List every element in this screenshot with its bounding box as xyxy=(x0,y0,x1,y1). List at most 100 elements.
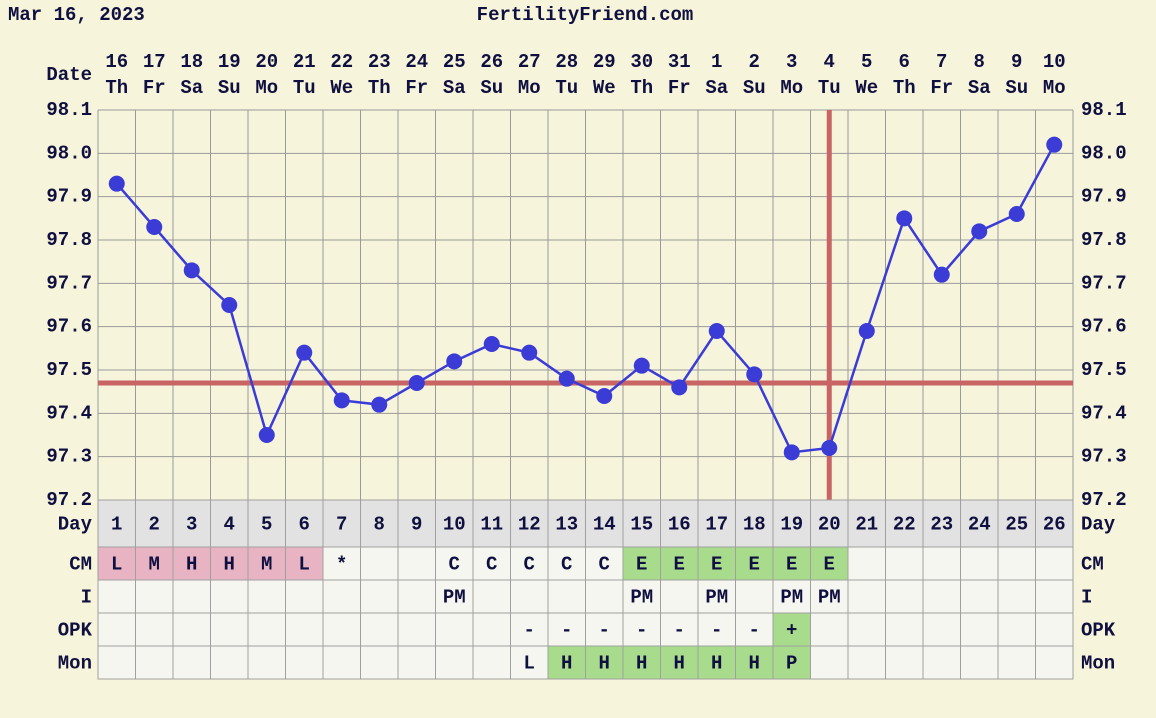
y-tick-label: 97.7 xyxy=(46,272,92,294)
table-cell xyxy=(285,612,324,647)
table-cell xyxy=(922,645,961,680)
table-cell xyxy=(585,579,624,614)
y-tick-label-right: 97.2 xyxy=(1081,489,1127,511)
table-cell xyxy=(472,579,511,614)
cell-text: 11 xyxy=(480,514,503,536)
table-cell xyxy=(97,499,136,548)
weekday-label: Fr xyxy=(668,77,691,99)
table-cell xyxy=(285,579,324,614)
date-label: 7 xyxy=(936,51,947,73)
temperature-point xyxy=(783,444,800,461)
weekday-label: Mo xyxy=(780,77,803,99)
table-cell xyxy=(97,612,136,647)
table-cell xyxy=(322,645,361,680)
table-cell xyxy=(472,499,511,548)
date-label: 16 xyxy=(105,51,128,73)
cell-text: 1 xyxy=(111,514,122,536)
table-cell xyxy=(960,546,999,581)
table-cell xyxy=(922,546,961,581)
table-cell xyxy=(172,645,211,680)
y-tick-label: 97.5 xyxy=(46,359,92,381)
table-cell xyxy=(472,645,511,680)
temperature-point xyxy=(821,440,838,456)
cell-text: C xyxy=(599,554,610,576)
weekday-label: Su xyxy=(480,77,503,99)
date-label: 27 xyxy=(518,51,541,73)
date-label: 24 xyxy=(405,51,428,73)
table-cell xyxy=(585,612,624,647)
table-cell xyxy=(397,579,436,614)
cell-text: L xyxy=(524,653,535,675)
cell-text: 17 xyxy=(705,514,728,536)
y-tick-label: 98.0 xyxy=(46,142,92,164)
cell-text: E xyxy=(711,554,722,576)
table-cell xyxy=(697,645,736,680)
cell-text: H xyxy=(224,554,235,576)
date-label: 2 xyxy=(749,51,760,73)
table-cell xyxy=(172,579,211,614)
temperature-point xyxy=(708,323,725,339)
table-cell xyxy=(1035,499,1074,548)
temperature-point xyxy=(521,344,538,361)
temperature-point xyxy=(596,388,613,404)
table-cell xyxy=(847,612,886,647)
table-cell xyxy=(585,645,624,680)
table-cell xyxy=(847,579,886,614)
table-cell xyxy=(472,612,511,647)
table-cell xyxy=(247,579,286,614)
weekday-label: We xyxy=(330,77,353,99)
cell-text: 16 xyxy=(668,514,691,536)
cell-text: - xyxy=(749,620,760,642)
cell-text: 19 xyxy=(780,514,803,536)
table-cell xyxy=(622,499,661,548)
y-tick-label: 97.2 xyxy=(46,489,92,511)
table-cell xyxy=(435,499,474,548)
cell-text: H xyxy=(186,554,197,576)
temperature-point xyxy=(371,396,388,413)
y-tick-label-right: 97.3 xyxy=(1081,446,1127,468)
date-label: 3 xyxy=(786,51,797,73)
table-cell xyxy=(1035,612,1074,647)
date-label: 26 xyxy=(480,51,503,73)
temperature-point xyxy=(1008,206,1025,222)
table-cell xyxy=(210,612,249,647)
temperature-point xyxy=(746,366,763,383)
chart-date: Mar 16, 2023 xyxy=(8,4,145,26)
table-cell xyxy=(135,612,174,647)
temperature-point xyxy=(108,175,125,192)
weekday-label: Sa xyxy=(968,77,991,99)
table-cell xyxy=(997,499,1036,548)
weekday-label: Th xyxy=(630,77,653,99)
y-tick-label: 97.6 xyxy=(46,316,92,338)
table-cell xyxy=(435,645,474,680)
cell-text: E xyxy=(636,554,647,576)
temperature-point xyxy=(221,297,238,313)
cell-text: PM xyxy=(705,587,728,609)
row-label-right: CM xyxy=(1081,554,1104,576)
cell-text: L xyxy=(111,554,122,576)
weekday-label: Mo xyxy=(518,77,541,99)
table-cell xyxy=(285,546,324,581)
table-cell xyxy=(922,612,961,647)
weekday-label: Sa xyxy=(443,77,466,99)
table-cell xyxy=(997,546,1036,581)
table-cell xyxy=(810,499,849,548)
temperature-line xyxy=(115,144,1056,454)
temperature-point xyxy=(483,336,500,352)
row-label: OPK xyxy=(58,620,93,642)
temperature-point xyxy=(933,266,950,283)
table-cell xyxy=(247,612,286,647)
cell-text: 21 xyxy=(855,514,878,536)
weekday-label: Fr xyxy=(405,77,428,99)
weekday-label: Su xyxy=(1005,77,1028,99)
table-cell xyxy=(1035,579,1074,614)
weekday-label: Th xyxy=(368,77,391,99)
date-label: 5 xyxy=(861,51,872,73)
temperature-point xyxy=(146,219,163,235)
table-cell xyxy=(1035,645,1074,680)
cell-text: 6 xyxy=(299,514,310,536)
cell-text: E xyxy=(824,554,835,576)
table-cell xyxy=(172,612,211,647)
cell-text: 9 xyxy=(411,514,422,536)
temperature-point xyxy=(671,379,688,396)
